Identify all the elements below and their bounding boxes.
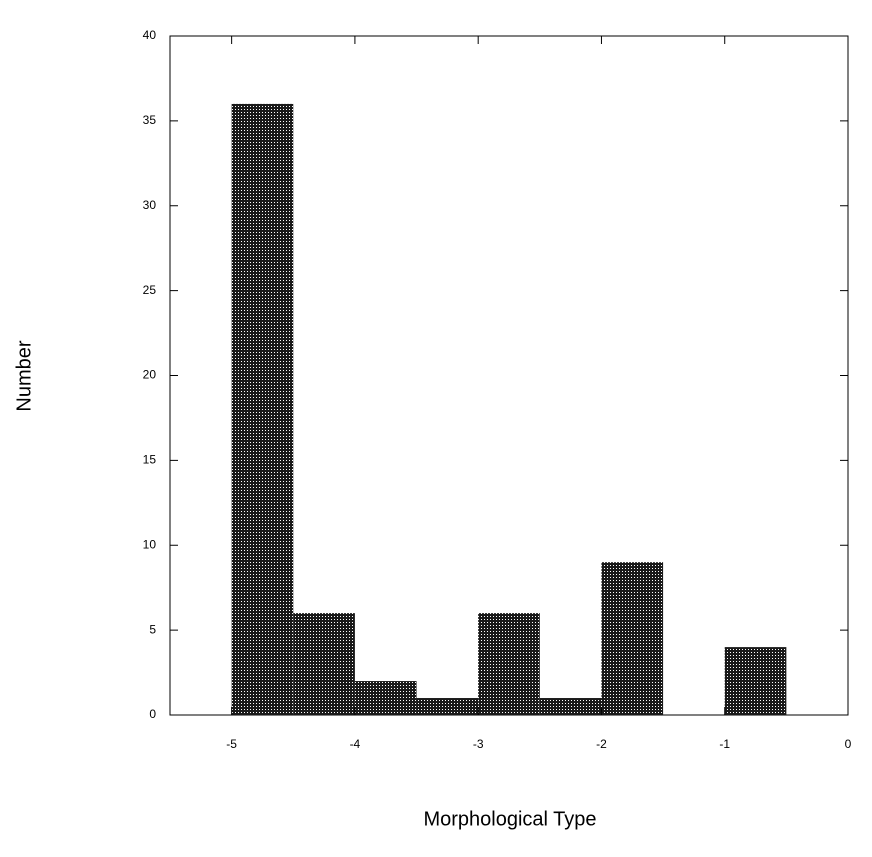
y-tick-label: 30 [143,198,157,212]
y-tick-label: 5 [149,622,156,636]
bar [478,613,540,715]
bar [724,647,787,715]
bar [601,562,664,715]
y-tick-label: 0 [149,707,156,721]
x-tick-label: -3 [473,737,484,751]
bar [354,681,417,715]
y-axis-label: Number [13,340,35,411]
x-tick-label: -5 [226,737,237,751]
y-tick-label: 10 [143,537,157,551]
y-tick-label: 25 [143,283,157,297]
y-tick-label: 15 [143,453,157,467]
bar [539,698,602,715]
bar [231,103,294,715]
x-tick-label: -4 [350,737,361,751]
x-tick-label: -2 [596,737,607,751]
x-tick-label: -1 [719,737,730,751]
y-tick-label: 35 [143,113,157,127]
y-tick-label: 20 [143,368,157,382]
bar [416,698,479,715]
y-tick-label: 40 [143,28,157,42]
x-tick-label: 0 [845,737,852,751]
x-axis-label: Morphological Type [423,808,596,830]
bar [293,613,355,715]
